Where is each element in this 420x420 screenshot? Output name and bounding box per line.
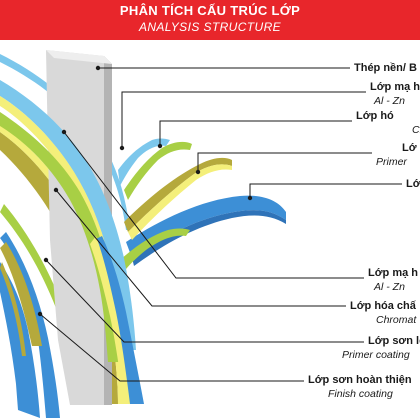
label-metallic-top-vi: Lớp mạ h bbox=[370, 81, 420, 93]
leader-dot-metallic-bottom bbox=[61, 129, 67, 135]
label-finish-bottom-en: Finish coating bbox=[328, 388, 393, 400]
label-chemical-top-vi: Lớp hó bbox=[356, 110, 394, 122]
leader-dot-chemical-top bbox=[157, 143, 163, 149]
title-vietnamese: PHÂN TÍCH CẤU TRÚC LỚP bbox=[119, 3, 301, 18]
right-strip-metallic bbox=[118, 138, 170, 186]
label-steel-base-vi: Thép nền/ B bbox=[354, 62, 417, 74]
label-chemical-bottom-en: Chromat bbox=[376, 314, 417, 326]
label-steel-base: Thép nền/ B bbox=[354, 61, 417, 75]
leader-dot-chemical-bottom bbox=[53, 187, 59, 193]
label-metallic-bottom-en: Al - Zn bbox=[374, 281, 405, 293]
leader-dot-finish-bottom bbox=[37, 311, 43, 317]
label-chemical-top-en: Ch bbox=[412, 124, 420, 136]
leader-line-finish-top bbox=[249, 183, 402, 198]
leader-dot-finish-top bbox=[247, 195, 253, 201]
left-strip-primer-back bbox=[0, 242, 42, 346]
label-metallic-top-en: Al - Zn bbox=[374, 95, 405, 107]
leader-dots bbox=[37, 65, 253, 317]
label-primer-bottom: Lớp sơn lót Primer coating bbox=[342, 334, 420, 362]
right-strip-finish bbox=[126, 195, 286, 258]
label-primer-top-en: Primer bbox=[376, 156, 407, 168]
leader-line-chemical-bottom bbox=[55, 189, 346, 307]
steel-core-top bbox=[46, 50, 112, 64]
leader-line-chemical-top bbox=[159, 120, 352, 146]
label-finish-bottom-vi: Lớp sơn hoàn thiện bbox=[308, 374, 412, 386]
leader-lines bbox=[39, 67, 402, 382]
leader-line-metallic-bottom bbox=[63, 131, 364, 279]
label-primer-top-vi: Lớ bbox=[402, 142, 417, 154]
label-primer-bottom-en: Primer coating bbox=[342, 349, 410, 361]
leader-line-metallic-top bbox=[121, 91, 366, 148]
title-banner: PHÂN TÍCH CẤU TRÚC LỚP ANALYSIS STRUCTUR… bbox=[0, 0, 420, 40]
label-primer-bottom-vi: Lớp sơn lót bbox=[368, 335, 420, 347]
label-metallic-top: Lớp mạ h Al - Zn bbox=[370, 80, 420, 108]
title-english: ANALYSIS STRUCTURE bbox=[138, 20, 282, 34]
leader-line-primer-bottom bbox=[45, 259, 364, 343]
right-strip-finish-edge bbox=[132, 210, 286, 266]
label-finish-top-vi: Lớ bbox=[406, 178, 420, 190]
label-chemical-top: Lớp hó Ch bbox=[356, 109, 420, 137]
leader-dot-steel bbox=[95, 65, 101, 71]
right-strip-chemical bbox=[124, 141, 192, 200]
leader-dot-metallic-top bbox=[119, 145, 125, 151]
front-strip-primer-right bbox=[90, 236, 130, 404]
left-strip-primer-front bbox=[0, 262, 26, 356]
label-metallic-bottom: Lớp mạ h Al - Zn bbox=[368, 266, 418, 294]
label-chemical-bottom-vi: Lớp hóa chấ bbox=[350, 300, 416, 312]
label-finish-bottom: Lớp sơn hoàn thiện Finish coating bbox=[308, 373, 412, 401]
leader-dot-primer-top bbox=[195, 169, 201, 175]
leader-line-finish-bottom bbox=[39, 313, 304, 382]
right-strip-primer-highlight bbox=[128, 164, 232, 240]
left-strip-finish-back bbox=[0, 232, 60, 418]
label-chemical-bottom: Lớp hóa chấ Chromat bbox=[350, 299, 416, 327]
leader-dot-primer-bottom bbox=[43, 257, 49, 263]
label-finish-top: Lớ bbox=[406, 177, 420, 191]
leader-line-primer-top bbox=[197, 152, 372, 172]
label-metallic-bottom-vi: Lớp mạ h bbox=[368, 267, 418, 279]
right-strip-green-lower bbox=[120, 228, 190, 274]
label-primer-top: Lớ Primer bbox=[376, 141, 417, 169]
